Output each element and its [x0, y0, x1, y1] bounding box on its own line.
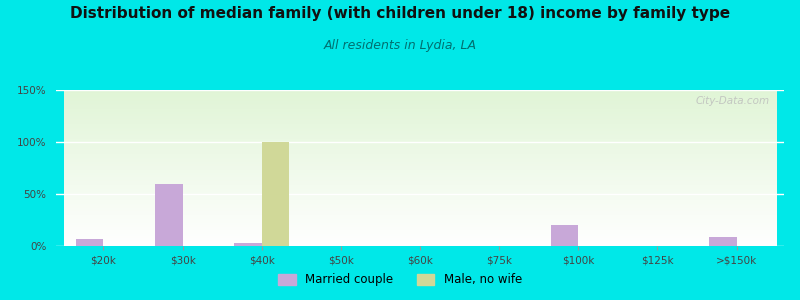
Text: All residents in Lydia, LA: All residents in Lydia, LA	[323, 39, 477, 52]
Text: City-Data.com: City-Data.com	[695, 96, 770, 106]
Bar	[709, 237, 737, 246]
Bar	[155, 184, 182, 246]
Legend: Married couple, Male, no wife: Married couple, Male, no wife	[273, 269, 527, 291]
Text: Distribution of median family (with children under 18) income by family type: Distribution of median family (with chil…	[70, 6, 730, 21]
Bar	[550, 225, 578, 246]
Bar	[234, 243, 262, 246]
Bar	[76, 239, 103, 246]
Bar	[262, 142, 290, 246]
